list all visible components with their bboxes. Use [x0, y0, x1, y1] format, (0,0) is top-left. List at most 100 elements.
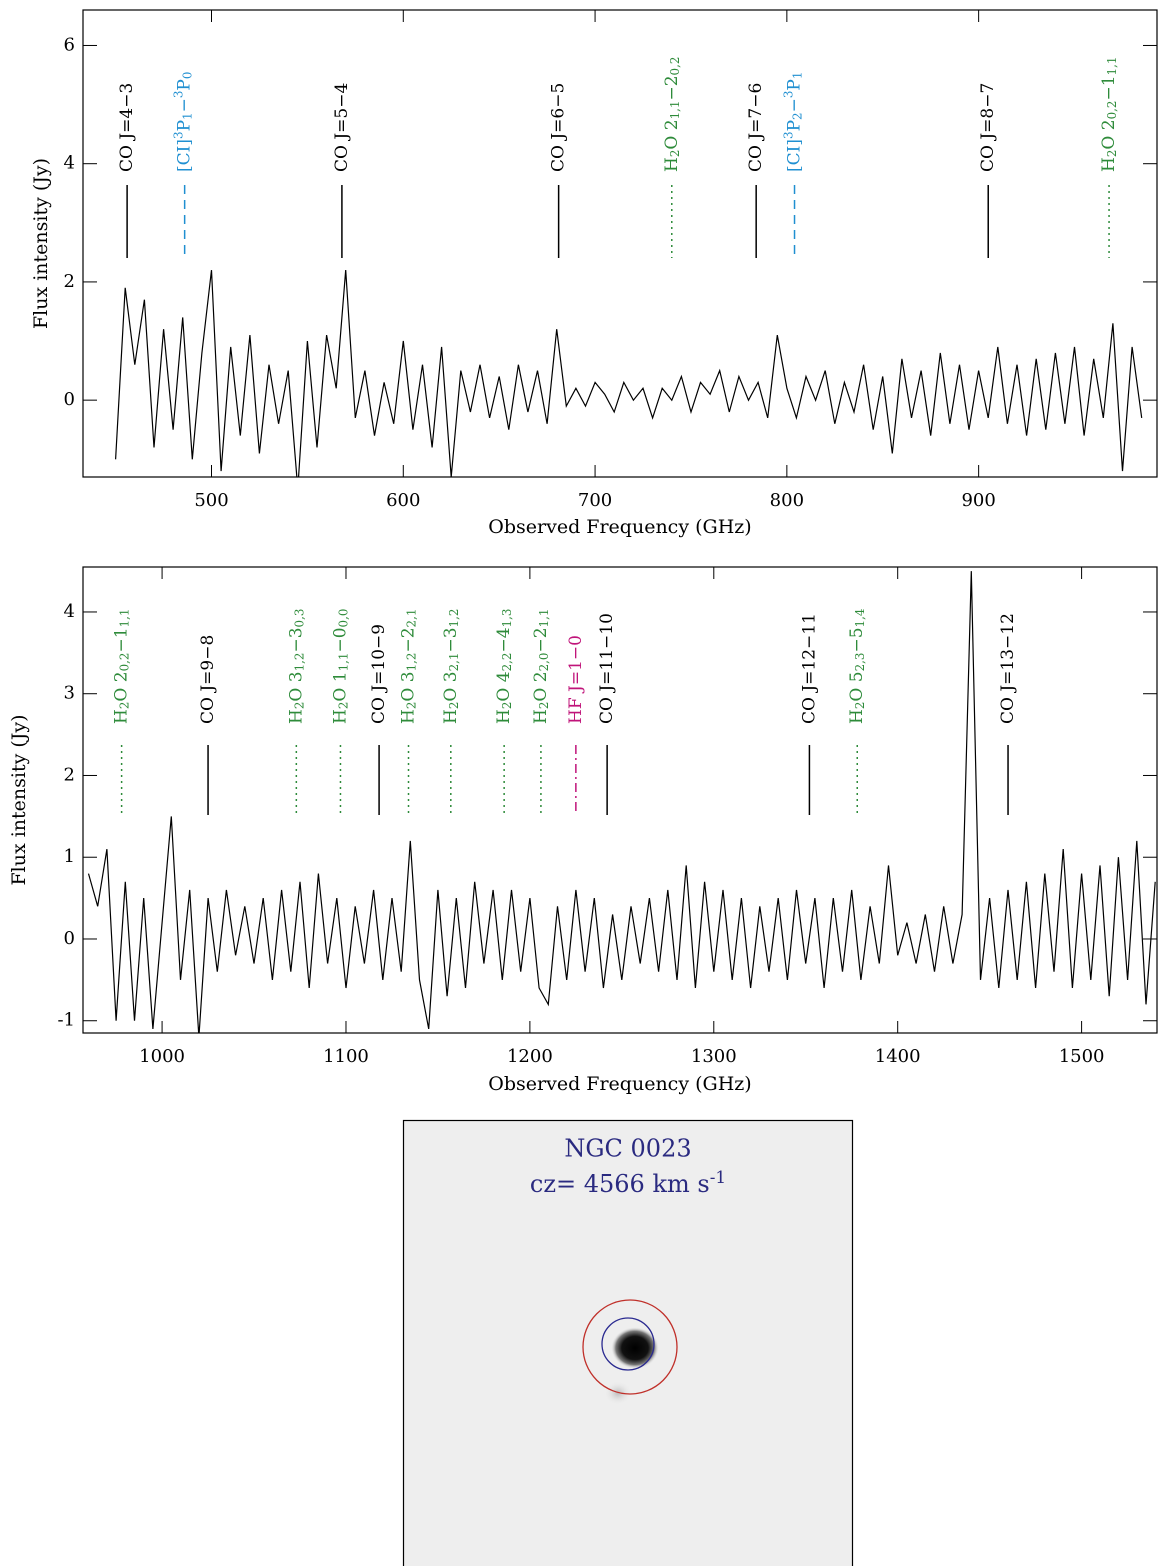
subscript: 2: [537, 702, 551, 710]
text-piece: H: [398, 709, 418, 724]
subscript: 0,0: [336, 609, 350, 628]
y-tick-label: 4: [64, 601, 75, 622]
text-piece: H: [847, 709, 867, 724]
text-piece: CO J=12−11: [799, 613, 819, 724]
text-piece: O 5: [847, 671, 867, 701]
line-label: H2O 31,2−22,1: [398, 609, 418, 724]
x-axis-title: Observed Frequency (GHz): [488, 1073, 751, 1095]
text-piece: −: [174, 98, 194, 112]
y-axis-title: Flux intensity (Jy): [8, 714, 30, 885]
subscript: 2,2: [500, 653, 514, 672]
line-label: H2O 22,0−21,1: [530, 609, 550, 724]
line-label: CO J=9−8: [198, 635, 218, 724]
x-tick-label: 500: [194, 490, 228, 511]
x-tick-label: 700: [578, 490, 612, 511]
text-piece: −: [784, 98, 804, 112]
text-piece: [CI]: [174, 139, 194, 172]
spectrum-panel: 1000 1100 1200 1300 1400 1500 -1 0 1 2 3 4 Observed …: [8, 566, 1158, 1095]
text-piece: −0: [330, 627, 350, 652]
subscript: 0,2: [117, 653, 131, 672]
text-piece: H: [440, 709, 460, 724]
text-piece: O 3: [440, 671, 460, 701]
subscript: 2,1: [446, 653, 460, 672]
text-piece: P: [784, 120, 804, 131]
subscript: 0,2: [1105, 101, 1119, 120]
text-piece: P: [174, 120, 194, 131]
text-piece: CO J=6−5: [548, 83, 568, 172]
y-tick-label: 2: [64, 764, 75, 785]
subscript: 2: [292, 702, 306, 710]
subscript: 2,0: [537, 653, 551, 672]
x-tick-label: 1400: [875, 1046, 921, 1067]
text-piece: O 4: [494, 671, 514, 701]
y-tick-label: 1: [64, 846, 75, 867]
text-piece: CO J=9−8: [198, 635, 218, 724]
subscript: 2: [790, 112, 804, 120]
line-label: H2O 21,1−20,2: [661, 57, 681, 172]
y-tick-label: 0: [64, 389, 75, 410]
subscript: 1,2: [292, 653, 306, 672]
text-piece: O 2: [1099, 119, 1119, 149]
text-piece: P: [174, 79, 194, 90]
text-piece: H: [111, 709, 131, 724]
subscript: 2: [446, 702, 460, 710]
text-piece: −2: [530, 627, 550, 652]
superscript: -1: [710, 1167, 726, 1187]
text-piece: −2: [661, 75, 681, 100]
text-piece: H: [1099, 157, 1119, 172]
subscript: 2,1: [404, 609, 418, 628]
superscript: 3: [782, 131, 796, 139]
text-piece: O 2: [661, 119, 681, 149]
x-tick-label: 900: [961, 490, 995, 511]
text-piece: −1: [111, 627, 131, 652]
line-label: CO J=4−3: [117, 83, 137, 172]
text-piece: H: [494, 709, 514, 724]
x-tick-label: 1200: [507, 1046, 553, 1067]
spectrum-line: [87, 571, 1156, 1033]
image-subtitle: cz= 4566 km s-1: [530, 1167, 726, 1198]
line-label: H2O 20,2−11,1: [1099, 57, 1119, 172]
text-piece: cz= 4566 km s: [530, 1170, 710, 1198]
subscript: 2: [404, 702, 418, 710]
x-tick-label: 1300: [691, 1046, 737, 1067]
text-piece: CO J=10−9: [369, 624, 389, 724]
image-title: NGC 0023: [564, 1135, 691, 1163]
text-piece: −4: [494, 627, 514, 652]
subscript: 1: [180, 112, 194, 120]
line-label: CO J=8−7: [978, 83, 998, 172]
text-piece: [CI]: [784, 139, 804, 172]
text-piece: CO J=8−7: [978, 83, 998, 172]
subscript: 0,3: [292, 609, 306, 628]
text-piece: H: [530, 709, 550, 724]
text-piece: P: [784, 79, 804, 90]
x-tick-label: 1500: [1059, 1046, 1105, 1067]
superscript: 3: [172, 91, 186, 99]
line-label: HF J=1−0: [565, 635, 585, 724]
galaxy: [611, 1327, 659, 1369]
text-piece: −1: [1099, 75, 1119, 100]
image-panel: NGC 0023 cz= 4566 km s-1: [402, 1119, 854, 1566]
line-label: H2O 52,3−51,4: [847, 609, 867, 724]
subscript: 1: [790, 72, 804, 80]
beam-circle-inner: [601, 1317, 655, 1371]
text-piece: −5: [847, 627, 867, 652]
line-label: [CI]3P1−3P0: [172, 72, 194, 172]
y-tick-label: 3: [64, 683, 75, 704]
subscript: 2,3: [853, 653, 867, 672]
x-tick-label: 1000: [139, 1046, 185, 1067]
spectrum-line: [115, 270, 1143, 477]
line-label: H2O 31,2−30,3: [286, 609, 306, 724]
subscript: 0: [180, 72, 194, 80]
text-piece: CO J=11−10: [597, 613, 617, 724]
beam-circle-outer: [582, 1299, 678, 1395]
line-label: CO J=5−4: [331, 83, 351, 172]
y-tick-label: 0: [64, 928, 75, 949]
line-label: CO J=11−10: [597, 613, 617, 724]
subscript: 2: [117, 702, 131, 710]
text-piece: O 3: [286, 671, 306, 701]
line-label: H2O 11,1−00,0: [330, 609, 350, 724]
subscript: 2: [853, 702, 867, 710]
text-piece: O 2: [530, 671, 550, 701]
